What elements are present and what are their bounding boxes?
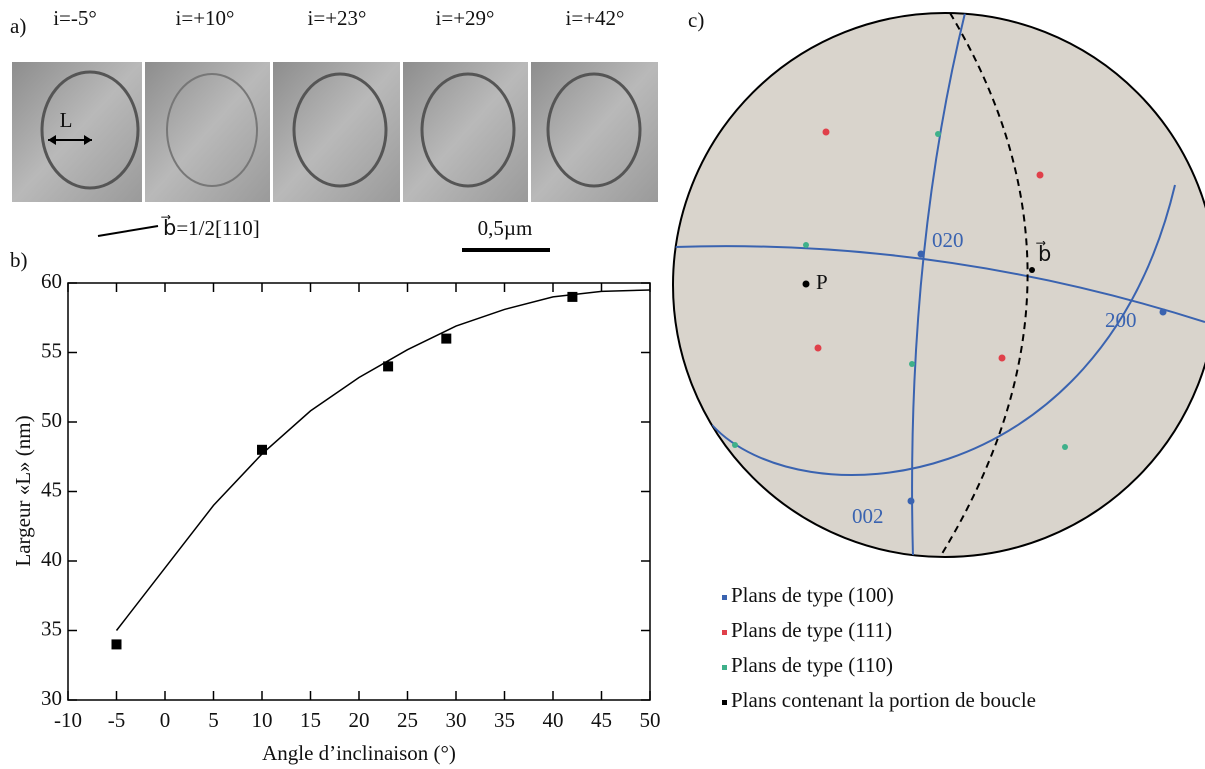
pole-110 xyxy=(935,131,941,137)
pole-110 xyxy=(909,361,915,367)
loop xyxy=(40,70,140,190)
fit-curve xyxy=(115,289,651,631)
x-tick-label: 30 xyxy=(446,708,467,732)
plot: -10 -5 0 5 10 15 20 25 30 35 40 45 50 30 35 40 45 50 55 60 xyxy=(41,269,661,732)
x-tick-label: 35 xyxy=(494,708,515,732)
loop-plane xyxy=(939,13,1029,557)
loop xyxy=(166,73,258,187)
legend-label: Plans de type (110) xyxy=(731,653,893,677)
pole-110 xyxy=(732,442,738,448)
pole-p xyxy=(802,280,810,288)
y-tick-label: 40 xyxy=(41,547,62,571)
data-point xyxy=(383,361,394,372)
stereo-projection xyxy=(672,12,1205,558)
width-label: L xyxy=(60,108,73,132)
legend: Plans de type (100) Plans de type (111) Pl… xyxy=(722,583,1036,712)
x-tick-label: 0 xyxy=(160,708,171,732)
x-tick-label: -5 xyxy=(108,708,126,732)
x-tick-label: 50 xyxy=(640,708,661,732)
pole-100 xyxy=(1159,308,1167,316)
great-circle xyxy=(911,13,966,557)
legend-label: Plans de type (111) xyxy=(731,618,892,642)
pole-111 xyxy=(822,128,830,136)
tilt-label: i=+42° xyxy=(566,6,625,30)
tem-image xyxy=(273,62,400,202)
legend-marker xyxy=(722,700,727,705)
loop xyxy=(420,72,516,188)
pole-label: 002 xyxy=(852,504,884,528)
tilt-label: i=+10° xyxy=(176,6,235,30)
tilt-label: i=+29° xyxy=(436,6,495,30)
tem-image xyxy=(145,62,270,202)
loop xyxy=(292,72,388,188)
tem-images: L xyxy=(12,62,658,202)
y-tick-label: 30 xyxy=(41,686,62,710)
burgers-label: b⃗=1/2[110] xyxy=(161,215,260,240)
scale-label: 0,5µm xyxy=(478,216,533,240)
y-tick-label: 50 xyxy=(41,408,62,432)
x-axis-title: Angle d’inclinaison (°) xyxy=(262,741,456,765)
pole-label: 200 xyxy=(1105,308,1137,332)
pole-label: b⃗ xyxy=(1036,241,1051,266)
x-tick-label: 5 xyxy=(208,708,219,732)
tem-image xyxy=(403,62,528,202)
pole-label: P xyxy=(816,270,828,294)
poles xyxy=(732,128,1167,505)
y-tick-label: 60 xyxy=(41,269,62,293)
burgers-line xyxy=(97,225,159,237)
panel-label: a) xyxy=(10,14,26,38)
pole-111 xyxy=(998,354,1006,362)
pole-b xyxy=(1029,267,1035,273)
data-point xyxy=(111,639,122,650)
tilt-label: i=+23° xyxy=(308,6,367,30)
tem-image xyxy=(12,62,142,202)
x-tick-label: 20 xyxy=(349,708,370,732)
pole-label: 020 xyxy=(932,228,964,252)
panel-label: b) xyxy=(10,248,28,272)
panel-label: c) xyxy=(688,8,704,32)
data-point xyxy=(567,291,578,302)
legend-marker xyxy=(722,665,727,670)
x-tick-label: 45 xyxy=(591,708,612,732)
great-circle xyxy=(711,184,1176,476)
x-tick-label: -10 xyxy=(54,708,82,732)
x-tick-label: 10 xyxy=(252,708,273,732)
data-point xyxy=(257,444,267,455)
tem-image xyxy=(531,62,658,202)
y-tick-label: 55 xyxy=(41,338,62,362)
pole-110 xyxy=(803,242,809,248)
x-tick-label: 25 xyxy=(397,708,418,732)
plot-frame xyxy=(67,282,651,701)
y-tick-label: 35 xyxy=(41,616,62,640)
legend-marker xyxy=(722,595,727,600)
loop xyxy=(546,72,642,188)
legend-label: Plans contenant la portion de boucle xyxy=(731,688,1036,712)
data-point xyxy=(441,333,452,344)
pole-100 xyxy=(907,497,915,505)
x-tick-label: 40 xyxy=(543,708,564,732)
y-axis-title: Largeur «L» (nm) xyxy=(11,415,35,566)
tilt-label: i=-5° xyxy=(53,6,97,30)
pole-111 xyxy=(814,344,822,352)
pole-110 xyxy=(1062,444,1068,450)
pole-111 xyxy=(1036,171,1044,179)
legend-label: Plans de type (100) xyxy=(731,583,894,607)
great-circles xyxy=(674,13,1205,557)
y-tick-label: 45 xyxy=(41,477,62,501)
x-tick-label: 15 xyxy=(300,708,321,732)
pole-100 xyxy=(917,250,925,258)
legend-marker xyxy=(722,630,727,635)
